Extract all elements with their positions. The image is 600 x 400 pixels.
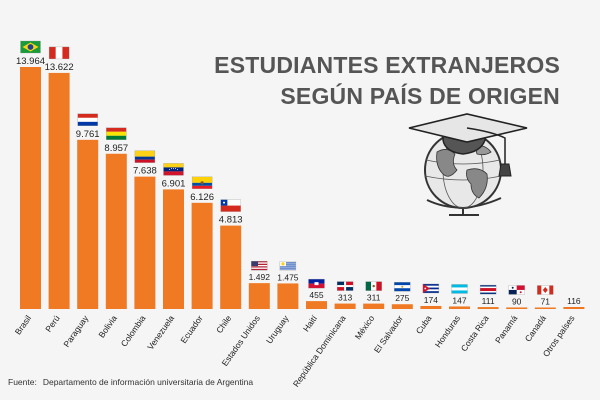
bar-venezuela [163, 189, 184, 309]
bar-chile [220, 225, 242, 309]
value-label-brasil: 13.964 [16, 56, 45, 67]
flag-peru-icon [48, 46, 70, 60]
bar-ecuador [191, 202, 213, 309]
category-label-ecuador: Ecuador [178, 313, 204, 345]
value-label-haiti: 455 [309, 290, 323, 300]
value-label-uruguay: 1.475 [277, 272, 299, 282]
chart-title-line-2: SEGÚN PAÍS DE ORIGEN [280, 83, 560, 109]
category-label-venezuela: Venezuela [145, 313, 176, 351]
chart-title-line-1: ESTUDIANTES EXTRANJEROS [214, 52, 560, 78]
value-label-costa-rica: 111 [482, 296, 495, 306]
bar-uruguay [277, 283, 299, 309]
chart-title: ESTUDIANTES EXTRANJEROS SEGÚN PAÍS DE OR… [214, 50, 560, 112]
bar-haiti [306, 301, 327, 309]
flag-honduras-icon [451, 284, 468, 294]
flag-chile-icon [220, 199, 241, 212]
bar-mexico [363, 303, 385, 309]
bar-paraguay [77, 139, 99, 309]
value-label-republica-dominicana: 313 [338, 293, 352, 303]
value-label-el-salvador: 275 [395, 293, 409, 303]
flag-cuba-icon [422, 283, 440, 294]
value-label-estados-unidos: 1.492 [249, 272, 271, 282]
flag-dominican-republic-icon [336, 281, 354, 291]
bar-el-salvador [391, 304, 413, 309]
flag-brazil-icon [20, 40, 41, 54]
bar-bolivia [105, 153, 127, 309]
value-label-venezuela: 6.901 [162, 178, 186, 189]
flag-usa-icon [251, 260, 268, 271]
flag-canada-icon [537, 285, 554, 295]
flag-bolivia-icon [106, 127, 127, 140]
flag-paraguay-icon [77, 113, 98, 126]
category-label-uruguay: Uruguay [264, 313, 291, 346]
value-label-paraguay: 9.761 [76, 129, 100, 140]
flag-costa-rica-icon [479, 284, 497, 295]
category-label-peru: Perú [43, 313, 62, 334]
category-label-paraguay: Paraguay [61, 313, 90, 349]
source-note: Fuente: Departamento de información unive… [8, 377, 253, 387]
bar-canada [534, 307, 556, 309]
source-text: Departamento de información universitari… [42, 377, 254, 387]
value-label-colombia: 7.638 [133, 166, 157, 177]
category-label-chile: Chile [214, 313, 233, 335]
flag-haiti-icon [308, 278, 325, 289]
bar-brasil [20, 67, 41, 309]
category-label-panama: Panamá [493, 313, 520, 345]
flag-venezuela-icon [163, 163, 184, 176]
bar-peru [48, 72, 70, 309]
value-label-ecuador: 6.126 [190, 192, 214, 203]
category-label-honduras: Honduras [433, 313, 462, 349]
category-label-el-salvador: El Salvador [372, 313, 405, 354]
category-label-bolivia: Bolivia [96, 313, 119, 339]
category-label-canada: Canadá [523, 313, 548, 343]
category-label-republica-dominicana: República Dominicana [291, 313, 348, 389]
bar-estados-unidos [248, 283, 270, 309]
flag-ecuador-icon [191, 176, 213, 189]
bar-cuba [420, 305, 442, 309]
category-label-cuba: Cuba [414, 313, 434, 336]
value-label-honduras: 147 [452, 295, 466, 305]
bar-panama [506, 307, 528, 309]
category-label-costa-rica: Costa Rica [459, 313, 491, 353]
category-label-haiti: Haití [301, 313, 320, 334]
flag-mexico-icon [365, 281, 382, 291]
category-label-brasil: Brasil [13, 313, 33, 336]
flag-el-salvador-icon [394, 282, 411, 292]
value-label-cuba: 174 [424, 295, 438, 305]
value-label-canada: 71 [541, 297, 551, 307]
value-label-bolivia: 8.957 [104, 143, 128, 154]
category-label-colombia: Colombia [119, 313, 148, 348]
value-label-mexico: 311 [367, 293, 381, 303]
value-label-chile: 4.813 [219, 215, 243, 226]
bar-honduras [449, 306, 470, 309]
value-label-otros-paises: 116 [567, 296, 581, 306]
flag-panama-icon [508, 285, 525, 295]
source-label: Fuente: [8, 377, 37, 387]
bar-otros-paises [563, 306, 585, 309]
globe-graduation-cap-icon [408, 113, 528, 216]
value-label-panama: 90 [512, 296, 522, 306]
flag-colombia-icon [134, 150, 156, 163]
bar-republica-dominicana [334, 303, 356, 309]
bar-costa-rica [477, 307, 499, 309]
flag-uruguay-icon [279, 261, 297, 271]
bar-colombia [134, 176, 156, 309]
category-label-mexico: México [353, 313, 377, 341]
value-label-peru: 13.622 [45, 62, 74, 73]
